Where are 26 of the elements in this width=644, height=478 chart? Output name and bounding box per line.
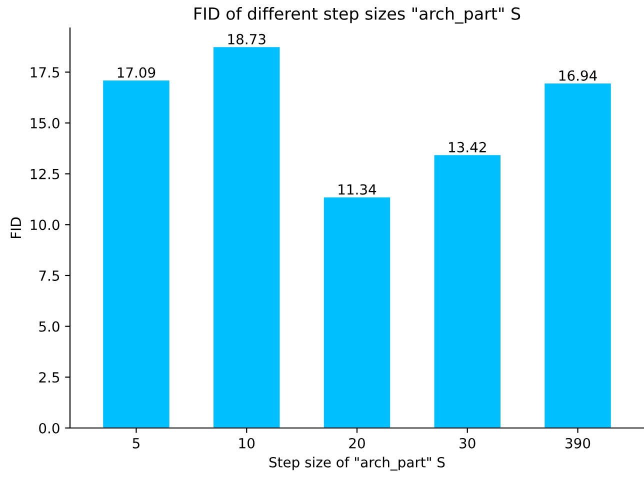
- bar: [434, 155, 500, 428]
- y-tick-label: 0.0: [39, 422, 60, 434]
- bar: [103, 80, 170, 428]
- y-tick-label: 10.0: [30, 220, 60, 230]
- y-tick-label: 17.5: [30, 67, 60, 78]
- y-tick-label: 7.5: [39, 270, 60, 281]
- y-tick-label: 15.0: [30, 118, 60, 128]
- data-label: 16.94: [559, 70, 597, 81]
- data-label: 18.73: [228, 34, 266, 44]
- bar: [214, 47, 280, 428]
- data-label: 17.09: [118, 67, 156, 78]
- x-tick-label: 5: [132, 438, 140, 448]
- data-label: 13.42: [449, 142, 486, 152]
- bar: [324, 197, 390, 428]
- y-tick-label: 12.5: [30, 168, 60, 180]
- bar: [544, 84, 611, 428]
- chart-title: FID of different step sizes "arch_part" S: [194, 7, 520, 24]
- x-tick-label: 20: [349, 438, 365, 448]
- data-label: 11.34: [338, 184, 376, 195]
- x-axis-title: Step size of "arch_part" S: [269, 456, 445, 471]
- x-tick-label: 390: [566, 438, 590, 448]
- y-axis-title: FID: [10, 217, 21, 238]
- x-tick-label: 30: [460, 438, 476, 448]
- x-tick-label: 10: [239, 438, 255, 448]
- y-tick-label: 2.5: [39, 372, 60, 383]
- y-tick-label: 5.0: [39, 321, 60, 332]
